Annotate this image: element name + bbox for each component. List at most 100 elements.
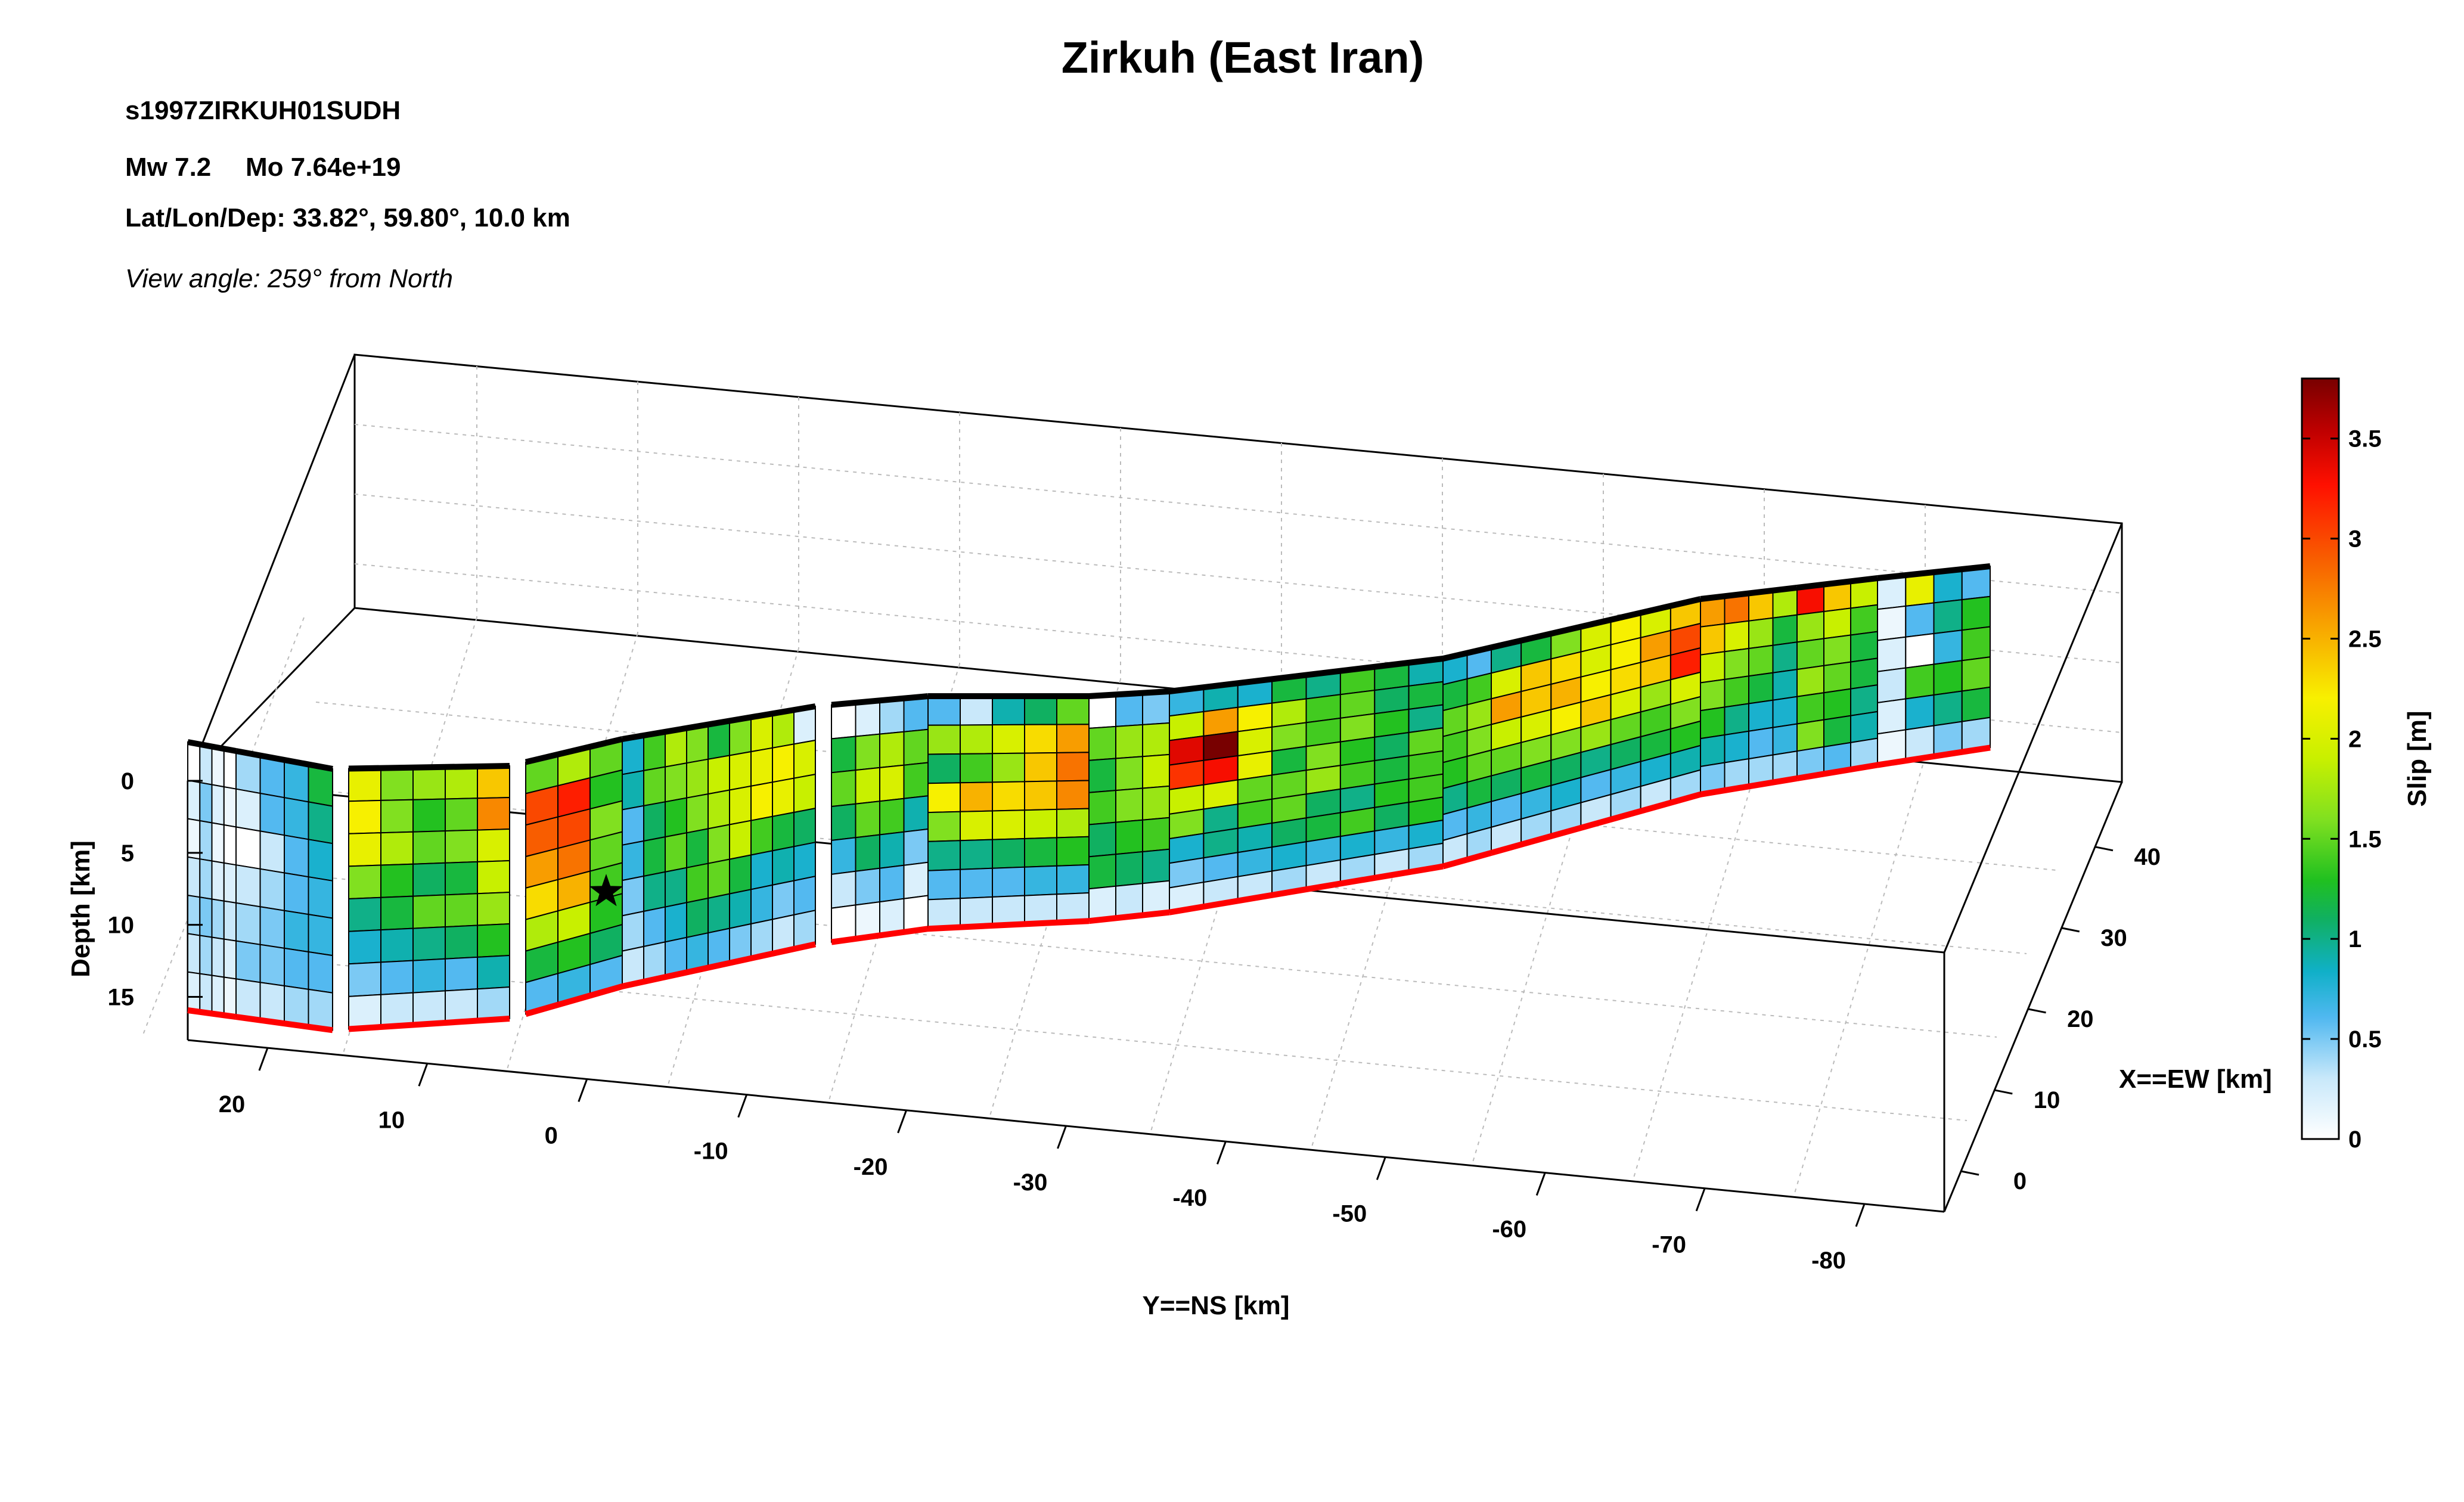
slip-patch	[1024, 724, 1057, 754]
slip-patch	[750, 781, 773, 821]
fault-bottom-edge	[1088, 909, 1170, 924]
slip-patch	[831, 736, 856, 774]
slip-patch	[1724, 703, 1749, 736]
slip-patch	[1056, 836, 1090, 867]
slip-patch	[348, 896, 381, 932]
slip-patch	[927, 724, 961, 755]
slip-patch	[729, 889, 752, 929]
slip-patch	[477, 891, 510, 926]
fault-top-edge	[1169, 656, 1444, 694]
slip-patch	[1724, 675, 1749, 708]
slip-patch	[1772, 641, 1798, 674]
fault-top-edge	[235, 748, 333, 772]
slip-patch	[412, 862, 446, 897]
colorbar-tick-label: 2.5	[2348, 626, 2382, 653]
fault-bottom-edge	[525, 983, 623, 1017]
slip-patch	[960, 896, 993, 928]
slip-patch	[223, 748, 237, 790]
slip-patch	[960, 867, 993, 899]
fault-bottom-edge	[1442, 850, 1492, 870]
slip-patch	[223, 824, 237, 866]
slip-patch	[903, 861, 929, 899]
colorbar-label: Slip [m]	[2403, 710, 2432, 806]
slip-patch	[831, 837, 856, 876]
slip-patch	[992, 781, 1025, 812]
ns-tick-mark	[578, 1078, 588, 1102]
slip-patch	[1772, 614, 1798, 646]
slip-patch	[903, 695, 929, 733]
ns-tick-label: -60	[1492, 1217, 1526, 1243]
slip-patch	[1024, 865, 1057, 896]
ns-tick-label: 20	[219, 1091, 246, 1118]
ns-tick-label: 10	[378, 1107, 405, 1133]
slip-patch	[412, 990, 446, 1026]
ns-tick-label: -20	[854, 1154, 888, 1180]
slip-patch	[445, 765, 478, 800]
slip-patch	[879, 797, 905, 836]
slip-patch	[992, 809, 1025, 840]
slip-patch	[348, 994, 381, 1030]
slip-patch	[1724, 620, 1749, 653]
slip-patch	[412, 958, 446, 994]
ns-tick-mark	[1855, 1203, 1866, 1227]
slip-patch	[879, 764, 905, 802]
slip-patch	[643, 836, 666, 877]
fault-bottom-edge	[831, 926, 929, 945]
slip-patch	[223, 786, 237, 828]
fault-top-edge	[525, 736, 623, 765]
slip-patch	[927, 782, 961, 814]
ew-axis-label: X==EW [km]	[2119, 1065, 2272, 1094]
fault-top-edge	[1442, 644, 1492, 662]
slip-patch	[1905, 602, 1935, 638]
slip-patch	[1142, 690, 1170, 725]
slip-patch	[1823, 634, 1851, 666]
slip-patch	[308, 801, 333, 845]
view-angle-label: View angle: 259° from North	[125, 264, 453, 293]
slip-patch	[348, 864, 381, 900]
slip-patch	[477, 828, 510, 862]
slip-patch	[855, 800, 880, 839]
slip-patch	[211, 975, 225, 1016]
slip-patch	[445, 893, 478, 928]
depth-tick-label: 5	[121, 840, 134, 867]
ew-tick-mark	[2028, 1008, 2046, 1014]
slip-patch	[1056, 724, 1090, 754]
slip-patch	[665, 867, 687, 908]
slip-patch	[643, 801, 666, 842]
slip-patch	[1823, 607, 1851, 640]
slip-patch	[1796, 665, 1824, 697]
fault-bottom-edge	[927, 918, 1090, 932]
slip-patch	[1796, 638, 1824, 671]
slip-patch	[903, 762, 929, 799]
slip-patch	[772, 743, 795, 783]
slip-patch	[1748, 727, 1774, 760]
slip-patch	[960, 696, 993, 726]
slip-patch	[831, 803, 856, 842]
slip-patch	[1850, 604, 1878, 636]
slip-patch	[1823, 661, 1851, 694]
slip-patch	[992, 837, 1025, 869]
slip-patch	[1056, 780, 1090, 810]
slip-patch	[235, 788, 261, 832]
fault-top-edge	[348, 763, 510, 772]
slip-patch	[665, 797, 687, 838]
left-wall-edge	[187, 354, 356, 782]
slip-patch	[199, 858, 213, 900]
slip-patch	[750, 815, 773, 856]
fault-bottom-edge	[348, 1016, 510, 1032]
slip-patch	[308, 839, 333, 882]
slip-patch	[1905, 632, 1935, 669]
fault-bottom-edge	[235, 1014, 333, 1034]
slip-patch	[235, 864, 261, 908]
slip-patch	[927, 840, 961, 871]
slip-patch	[284, 834, 309, 878]
slip-patch	[729, 854, 752, 895]
slip-patch	[211, 898, 225, 940]
slip-patch	[1961, 656, 1991, 692]
slip-patch	[1088, 725, 1116, 761]
slip-patch	[622, 840, 644, 882]
colorbar-tick-label: 1.5	[2348, 826, 2382, 852]
slip-patch	[707, 789, 730, 830]
slip-patch	[1961, 686, 1991, 722]
fault-top-edge	[622, 703, 816, 742]
